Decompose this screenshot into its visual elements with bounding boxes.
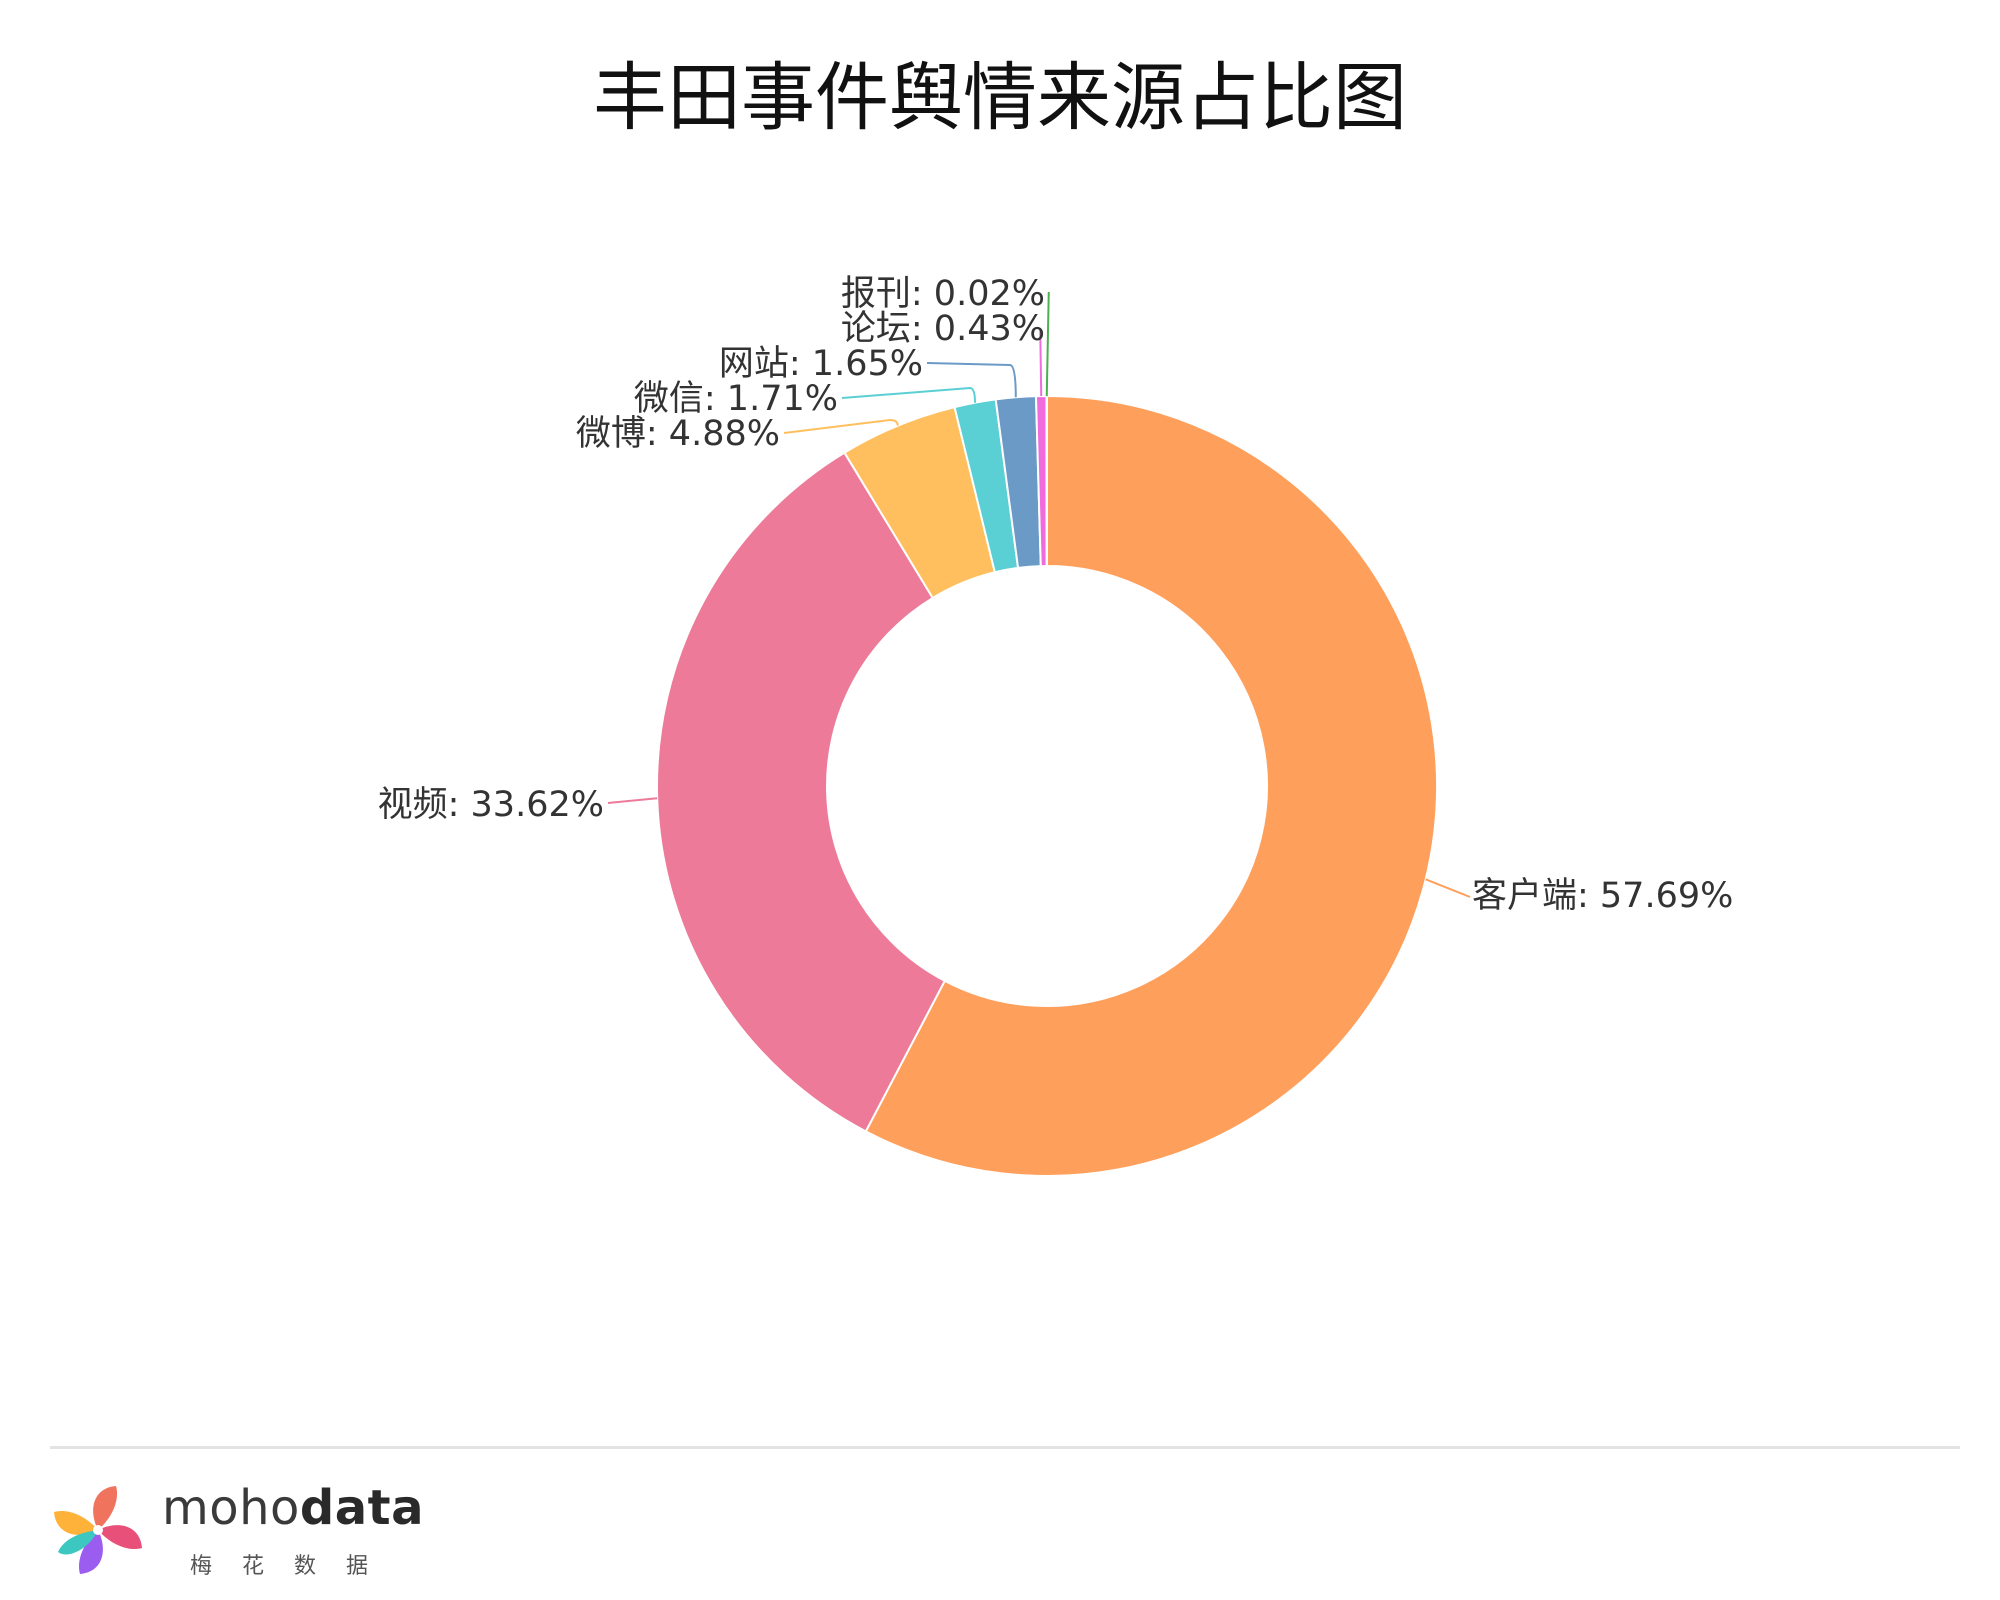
footer-divider [50, 1446, 1960, 1449]
leader-line-2 [783, 418, 899, 434]
leader-line-1 [607, 797, 658, 804]
leader-line-5 [1039, 329, 1043, 397]
slice-label-1: 视频: 33.62% [378, 785, 604, 825]
brand-wordmark-light: moho [162, 1480, 300, 1536]
leader-line-4 [926, 362, 1017, 398]
leader-line-3 [841, 386, 977, 403]
slice-label-2: 微博: 4.88% [576, 414, 780, 454]
slice-label-3: 微信: 1.71% [634, 379, 838, 419]
slice-label-4: 网站: 1.65% [719, 344, 923, 384]
slice-label-6: 报刊: 0.02% [841, 274, 1045, 314]
donut-slice-1 [656, 451, 947, 1133]
donut-slice-0 [864, 394, 1438, 1177]
pinwheel-logo-icon [54, 1486, 142, 1574]
leader-line-0 [1425, 878, 1471, 898]
leader-line-6 [1045, 291, 1050, 397]
slice-label-5: 论坛: 0.43% [841, 309, 1045, 349]
chart-title: 丰田事件舆情来源占比图 [593, 55, 1407, 141]
brand-subtitle: 梅花数据 [190, 1554, 399, 1579]
brand-wordmark-bold: data [299, 1480, 425, 1536]
donut-chart: 客户端: 57.69% 视频: 33.62% 微博: 4.88%微信: 1.71%网… [378, 274, 1733, 1177]
slice-label-0: 客户端: 57.69% [1472, 876, 1733, 916]
brand-wordmark: mohodata [162, 1480, 424, 1536]
